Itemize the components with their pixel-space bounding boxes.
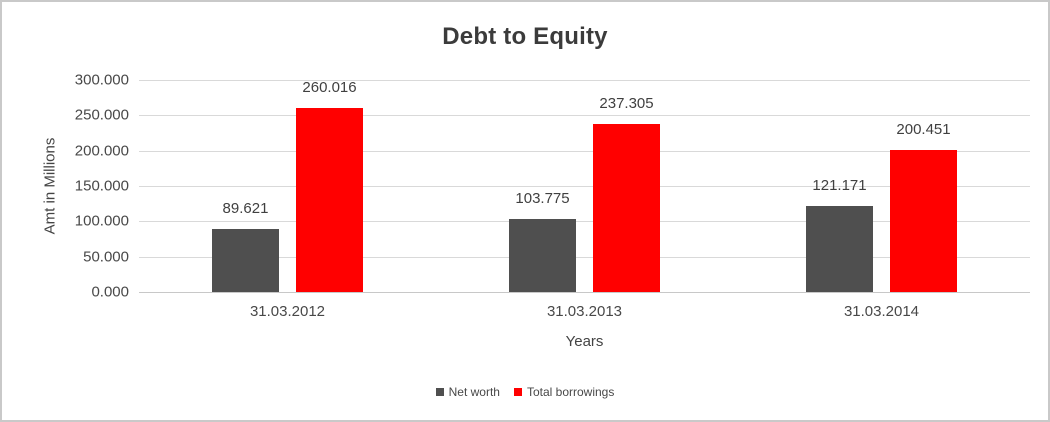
gridline: [139, 256, 1030, 258]
y-axis-tick-label: 100.000: [74, 212, 129, 230]
legend-label-net-worth: Net worth: [448, 385, 500, 399]
x-axis-line: [139, 292, 1030, 293]
data-label-total-borrowings: 237.305: [599, 95, 654, 113]
bar-group-31-03-2013: 103.775 237.305: [436, 80, 733, 292]
y-axis-tick-label: 250.000: [74, 106, 129, 124]
data-label-net-worth: 121.171: [812, 177, 867, 195]
y-axis-tick-label: 50.000: [83, 248, 129, 266]
x-axis-tick-labels: 31.03.2012 31.03.2013 31.03.2014: [139, 303, 1030, 320]
y-axis-tick-label: 0.000: [91, 283, 129, 301]
bar-column-net-worth: 89.621: [212, 80, 279, 292]
chart-title: Debt to Equity: [442, 23, 608, 50]
gridline: [139, 186, 1030, 187]
bar-column-total-borrowings: 200.451: [890, 80, 957, 292]
data-label-total-borrowings: 200.451: [896, 121, 951, 139]
x-axis-title: Years: [565, 333, 604, 350]
bar-group-31-03-2014: 121.171 200.451: [733, 80, 1030, 292]
bar-net-worth: [806, 206, 873, 292]
y-axis-tick-labels: 300.000 250.000 200.000 150.000 100.000 50.00…: [2, 72, 129, 301]
bar-group-31-03-2012: 89.621 260.016: [139, 79, 436, 292]
bar-net-worth: [509, 218, 576, 292]
legend-label-total-borrowings: Total borrowings: [526, 385, 615, 399]
y-axis-tick-label: 300.000: [74, 71, 129, 89]
x-axis-tick-label: 31.03.2012: [249, 303, 326, 320]
legend-item-net-worth: Net worth: [435, 385, 500, 399]
gridline: [139, 221, 1030, 223]
x-axis-tick-label: 31.03.2014: [843, 303, 920, 320]
bar-column-net-worth: 103.775: [509, 80, 576, 292]
gridline: [139, 115, 1030, 117]
y-axis-tick-label: 150.000: [74, 177, 129, 195]
legend-item-total-borrowings: Total borrowings: [513, 385, 615, 399]
bar-column-net-worth: 121.171: [806, 80, 873, 292]
bar-total-borrowings: [296, 108, 363, 292]
plot-area: 89.621 260.016 103.775 237.305 121.171 200.45…: [139, 79, 1030, 293]
gridline: [139, 80, 1030, 81]
legend-swatch-total-borrowings: [513, 388, 522, 396]
legend-swatch-net-worth: [435, 388, 444, 396]
bar-total-borrowings: [890, 150, 957, 292]
chart-legend: Net worth Total borrowings: [2, 385, 1048, 399]
bar-net-worth: [212, 228, 279, 292]
bar-column-total-borrowings: 260.016: [296, 79, 363, 292]
x-axis-tick-label: 31.03.2013: [546, 303, 623, 320]
bar-total-borrowings: [593, 124, 660, 292]
y-axis-tick-label: 200.000: [74, 142, 129, 160]
gridline: [139, 150, 1030, 152]
bars-layer: 89.621 260.016 103.775 237.305 121.171 200.45…: [139, 79, 1030, 292]
data-label-total-borrowings: 260.016: [302, 79, 357, 97]
data-label-net-worth: 103.775: [515, 189, 570, 207]
bar-column-total-borrowings: 237.305: [593, 80, 660, 292]
data-label-net-worth: 89.621: [222, 199, 269, 217]
